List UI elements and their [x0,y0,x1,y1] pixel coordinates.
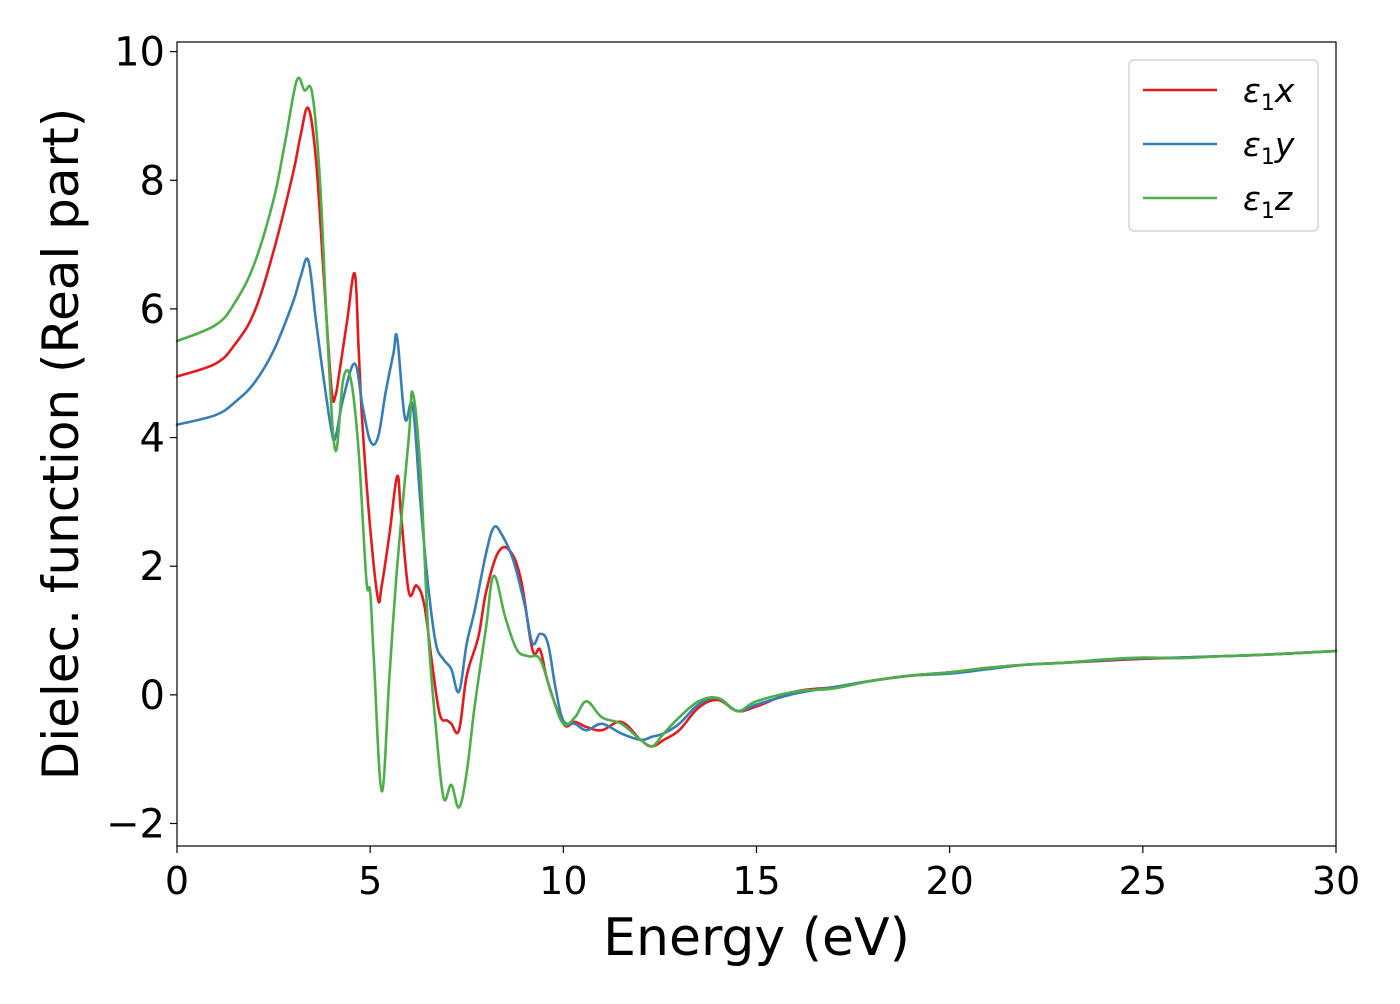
x-tick-label: 15 [732,859,780,903]
y-tick-label: 10 [114,30,165,76]
legend-box [1128,59,1319,232]
legend-label-y: ε1y [1243,125,1295,170]
x-tick-label: 0 [165,859,189,903]
x-axis-title: Energy (eV) [603,908,910,968]
y-tick-label: 6 [140,287,165,333]
x-tick-label: 10 [539,859,587,903]
legend-label-x: ε1x [1243,71,1295,116]
x-tick-label: 20 [925,859,973,903]
x-tick-label: 30 [1312,859,1360,903]
y-tick-label: 2 [140,544,165,590]
x-axis: 0 5 10 15 20 25 30 [165,846,1360,903]
y-axis-title: Dielec. function (Real part) [32,108,90,780]
series-layer [175,76,1338,809]
series-line-y [175,257,1338,742]
legend: ε1x ε1y ε1z [1128,59,1319,232]
series-line-z [175,76,1338,809]
y-axis: −2 0 2 4 6 8 10 [106,30,177,847]
x-tick-label: 5 [358,859,382,903]
legend-label-z: ε1z [1243,179,1293,224]
y-tick-label: −2 [106,801,165,847]
y-tick-label: 4 [140,416,165,462]
x-tick-label: 25 [1119,859,1167,903]
y-tick-label: 0 [140,673,165,719]
y-tick-label: 8 [140,158,165,204]
